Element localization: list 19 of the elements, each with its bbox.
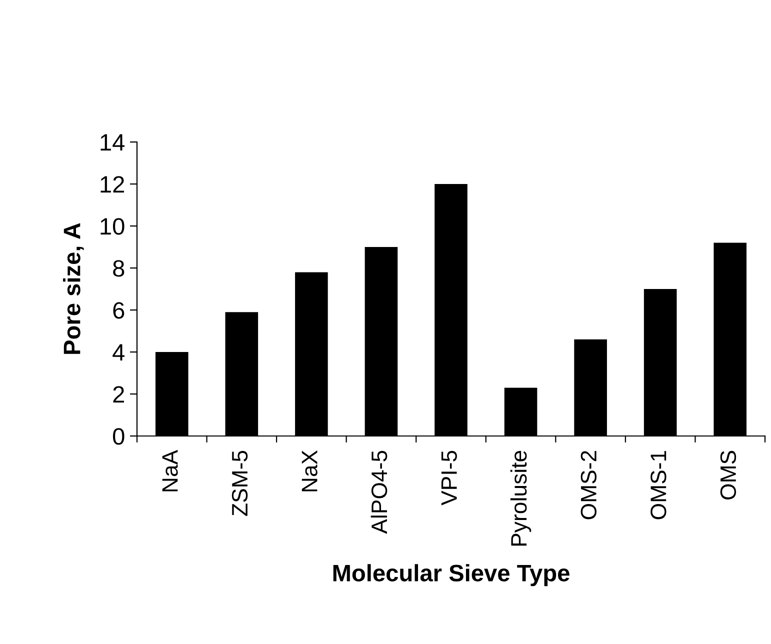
y-tick-label: 0: [112, 428, 124, 445]
x-tick-label: NaX: [302, 450, 318, 492]
x-axis-title: Molecular Sieve Type: [333, 564, 570, 586]
x-tick-label: Pyrolusite: [510, 450, 532, 546]
x-tick-label: OMS: [720, 450, 736, 500]
y-tick-label: 2: [113, 386, 124, 403]
y-tick-label: 14: [100, 134, 125, 151]
y-tick-label: 10: [100, 218, 124, 235]
x-tick-label: VPI-5: [441, 450, 457, 506]
y-tick-label: 12: [100, 176, 124, 193]
x-tick-label: ZSM-5: [232, 450, 248, 516]
y-tick-label: 6: [113, 302, 124, 319]
y-tick-label: 8: [113, 260, 124, 277]
x-tick-label: OMS-1: [650, 450, 666, 520]
y-tick-label: 4: [112, 344, 125, 361]
y-axis-title: Pore size, A: [63, 223, 84, 354]
x-tick-label: NaA: [162, 450, 178, 492]
x-tick-label: AlPO4-5: [370, 450, 388, 534]
x-tick-label: OMS-2: [580, 451, 597, 520]
